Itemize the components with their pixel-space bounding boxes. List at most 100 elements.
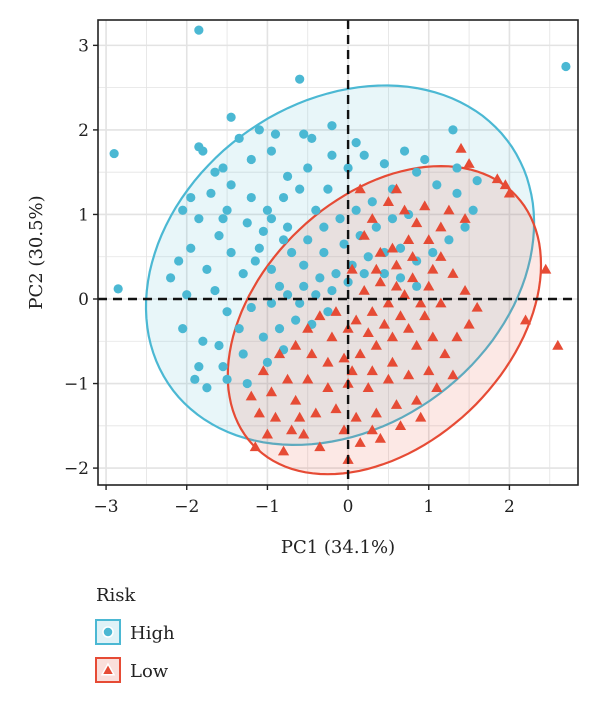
point-high [387, 214, 398, 224]
y-tick-label: 0 [78, 290, 89, 310]
x-tick-label: −3 [94, 497, 119, 517]
point-low [302, 373, 314, 384]
point-low [277, 445, 290, 456]
point-low [390, 399, 403, 409]
point-low [519, 314, 532, 325]
point-high [331, 269, 341, 279]
x-tick-label: 2 [504, 497, 515, 517]
point-high [214, 340, 224, 351]
point-high [210, 167, 220, 177]
point-low [443, 204, 455, 215]
point-high [359, 269, 369, 279]
point-low [491, 173, 503, 184]
point-low [338, 424, 350, 435]
point-low [423, 280, 435, 291]
point-low [306, 348, 318, 359]
point-high [234, 133, 244, 143]
point-low [346, 263, 358, 274]
point-low [540, 263, 552, 274]
point-high [448, 125, 458, 135]
point-high [299, 281, 309, 291]
point-low [435, 221, 447, 232]
point-high [420, 154, 430, 165]
point-high [327, 150, 337, 160]
point-low [273, 348, 286, 359]
point-high [198, 336, 208, 346]
point-low [459, 213, 471, 223]
point-low [415, 411, 427, 422]
point-high [452, 163, 462, 173]
point-low [374, 276, 386, 287]
point-low [249, 441, 261, 452]
point-low [398, 289, 411, 299]
point-low [402, 369, 415, 380]
point-high [460, 222, 470, 232]
point-high [186, 192, 196, 203]
plot-area [98, 20, 578, 485]
x-axis-title: PC1 (34.1%) [281, 537, 395, 558]
point-high [218, 214, 228, 224]
legend-marker-high [102, 626, 114, 638]
y-tick-label: −1 [64, 375, 89, 395]
point-high [274, 323, 285, 334]
point-low [370, 263, 382, 274]
point-low [330, 306, 342, 316]
point-low [374, 246, 386, 257]
point-low [322, 382, 334, 392]
point-low [245, 390, 257, 401]
point-low [447, 369, 459, 380]
point-high [299, 260, 309, 270]
x-tick-label: 1 [423, 497, 434, 517]
point-high [258, 332, 268, 342]
point-low [471, 301, 483, 312]
y-tick-label: 1 [78, 205, 89, 225]
point-low [370, 339, 382, 350]
point-high [186, 243, 196, 253]
point-low [411, 339, 423, 350]
point-high [238, 269, 248, 279]
point-high [303, 163, 313, 173]
point-high [202, 264, 212, 275]
point-low [330, 403, 342, 414]
point-low [281, 373, 294, 384]
point-high [222, 374, 232, 384]
point-low [431, 382, 443, 392]
point-high [238, 349, 248, 359]
point-high [266, 214, 277, 224]
point-low [290, 394, 302, 405]
point-high [323, 184, 333, 194]
point-high [178, 323, 188, 334]
point-high [246, 154, 256, 165]
point-high [226, 112, 236, 122]
point-low [314, 441, 326, 452]
point-high [246, 302, 256, 313]
point-low [310, 407, 322, 418]
point-high [371, 222, 381, 232]
point-high [266, 264, 277, 275]
point-low [499, 179, 511, 190]
point-low [269, 411, 282, 422]
point-high [395, 243, 406, 253]
point-high [202, 383, 212, 393]
point-low [503, 187, 516, 198]
point-high [190, 374, 200, 384]
point-low [398, 204, 411, 215]
point-high [214, 230, 224, 241]
point-low [423, 234, 435, 245]
point-high [246, 192, 256, 203]
point-high [109, 148, 119, 159]
point-high [295, 184, 305, 194]
point-high [323, 307, 333, 317]
point-high [254, 243, 264, 253]
point-high [311, 290, 321, 300]
point-high [351, 205, 361, 215]
point-low [419, 200, 431, 211]
point-high [327, 285, 337, 296]
point-low [390, 259, 403, 270]
point-low [338, 352, 350, 363]
point-high [262, 357, 273, 368]
plot-content [98, 20, 578, 485]
point-low [459, 284, 471, 295]
